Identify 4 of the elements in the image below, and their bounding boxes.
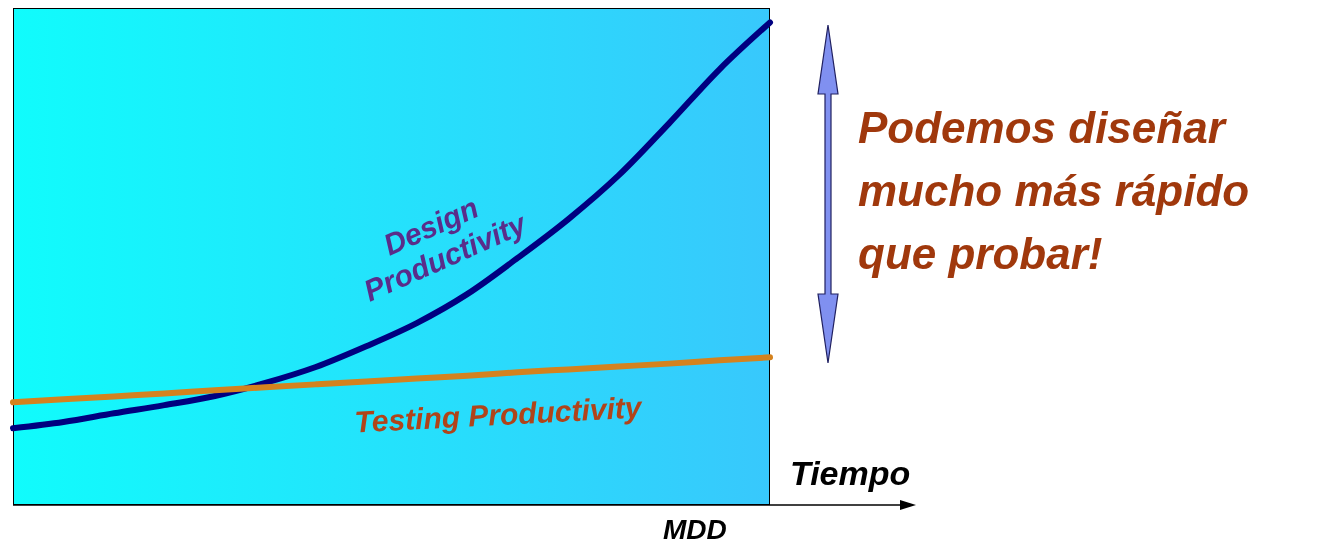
series-label: Testing Productivity	[352, 389, 644, 441]
text: Podemos diseñar mucho más rápido que probar!	[858, 102, 1251, 280]
x-axis-title: Tiempo	[790, 454, 911, 493]
text: MDD	[663, 514, 727, 546]
